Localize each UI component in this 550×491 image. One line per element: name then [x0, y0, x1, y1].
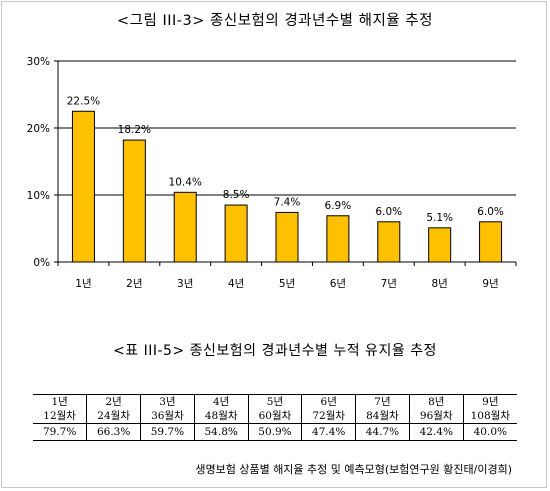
bar-layer	[71, 110, 503, 263]
data-label: 6.0%	[477, 206, 504, 218]
table-cell-month: 12월차	[33, 409, 87, 424]
table-cell-rate: 50.9%	[247, 423, 302, 441]
table-title: <표 III-5> 종신보험의 경과년수별 누적 유지율 추정	[113, 343, 437, 359]
table-cell-year: 2년	[86, 394, 141, 409]
table-row-years: 1년 2년 3년 4년 5년 6년 7년 8년 9년	[33, 394, 517, 409]
table-row-rates: 79.7% 66.3% 59.7% 54.8% 50.9% 47.4% 44.7% 42.4%…	[33, 423, 517, 441]
table-cell-month: 60월차	[247, 409, 302, 424]
table-cell-year: 7년	[355, 394, 410, 409]
table-cell-rate: 54.8%	[193, 423, 249, 441]
data-label: 6.0%	[375, 206, 402, 218]
table-cell-year: 9년	[462, 394, 517, 409]
table-cell-year: 3년	[140, 394, 195, 409]
data-label: 22.5%	[67, 95, 100, 107]
x-tick-label: 8년	[431, 278, 447, 290]
bar	[377, 221, 401, 263]
table-cell-month: 36월차	[140, 409, 195, 424]
source-note: 생명보험 상품별 해지율 추정 및 예측모형(보험연구원 황진태/이경희)	[195, 463, 512, 476]
table-cell-year: 6년	[301, 394, 356, 409]
table-cell-month: 96월차	[408, 409, 464, 424]
y-tick-label: 10%	[27, 190, 50, 202]
x-tick-label: 5년	[279, 278, 295, 290]
table-cell-rate: 47.4%	[301, 423, 356, 441]
data-label: 18.2%	[118, 124, 151, 136]
bar-chart: 0% 10% 20% 30% 22.5% 1년 18.2% 2년 10.4% 3년 8.5% 4년 7.…	[27, 56, 517, 290]
table-cell-month: 72월차	[301, 409, 356, 424]
table-cell-rate: 59.7%	[140, 423, 195, 441]
data-label: 7.4%	[274, 196, 301, 208]
retention-table: 1년 2년 3년 4년 5년 6년 7년 8년 9년 12월차 24월차 36월차 48월차 60월차 7…	[33, 394, 517, 441]
x-tick-label: 3년	[177, 278, 193, 290]
y-tick-label: 0%	[33, 257, 50, 269]
data-label: 8.5%	[223, 189, 250, 201]
table-cell-month: 48월차	[193, 409, 249, 424]
x-tick-label: 6년	[330, 278, 346, 290]
table-cell-year: 4년	[193, 394, 249, 409]
table-cell-year: 5년	[247, 394, 302, 409]
axis-layer	[54, 60, 517, 266]
x-tick-label: 4년	[228, 278, 244, 290]
y-tick-label: 20%	[27, 123, 50, 135]
table-cell-rate: 42.4%	[408, 423, 464, 441]
bar	[428, 227, 452, 263]
table-cell-month: 108월차	[462, 409, 517, 424]
table-cell-month: 84월차	[355, 409, 410, 424]
bar	[173, 191, 197, 263]
bar	[479, 221, 503, 263]
bar	[326, 215, 350, 263]
label-layer: 0% 10% 20% 30% 22.5% 1년 18.2% 2년 10.4% 3년 8.5% 4년 7.…	[27, 56, 504, 290]
x-tick-label: 7년	[381, 278, 397, 290]
bar	[122, 139, 146, 263]
data-label: 10.4%	[169, 176, 202, 188]
chart-title: <그림 III-3> 종신보험의 경과년수별 해지율 추정	[117, 13, 433, 29]
table-cell-rate: 66.3%	[86, 423, 141, 441]
bar	[224, 204, 248, 263]
data-label: 6.9%	[325, 200, 352, 212]
table-row-months: 12월차 24월차 36월차 48월차 60월차 72월차 84월차 96월차 108월차	[33, 409, 517, 424]
y-tick-label: 30%	[27, 56, 50, 68]
bar	[71, 110, 95, 263]
x-tick-label: 9년	[482, 278, 498, 290]
table-cell-month: 24월차	[86, 409, 141, 424]
table-cell-rate: 44.7%	[355, 423, 410, 441]
x-tick-label: 1년	[75, 278, 91, 290]
x-tick-label: 2년	[126, 278, 142, 290]
table-cell-year: 8년	[408, 394, 464, 409]
table-cell-rate: 79.7%	[33, 423, 87, 441]
bar	[275, 211, 299, 263]
table-cell-rate: 40.0%	[462, 423, 517, 441]
table-cell-year: 1년	[33, 394, 87, 409]
data-label: 5.1%	[426, 212, 453, 224]
